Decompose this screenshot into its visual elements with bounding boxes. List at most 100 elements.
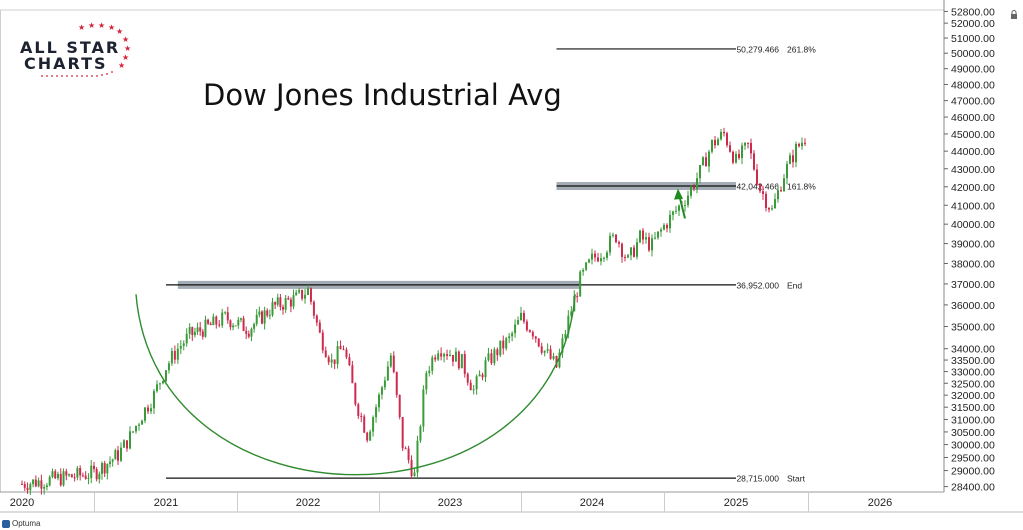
y-tick-label-6: 47000.00	[951, 96, 995, 108]
candle-body	[284, 298, 287, 310]
footer-brand-label: Optuma	[12, 519, 41, 528]
candle-body	[129, 431, 131, 449]
candle-body	[675, 210, 677, 212]
candle-body	[783, 178, 785, 192]
candle-body	[207, 319, 210, 324]
candle-body	[312, 301, 315, 316]
candle-body	[258, 311, 261, 315]
svg-text:★: ★	[108, 23, 115, 32]
candle-body	[292, 295, 295, 307]
candle-body	[630, 247, 632, 256]
x-tick-label-2024: 2024	[580, 497, 604, 509]
candle-body	[594, 253, 596, 258]
y-tick-label-12: 41000.00	[951, 200, 995, 212]
candle-body	[558, 352, 561, 368]
candle-body	[443, 354, 446, 357]
candle-body	[440, 353, 443, 357]
svg-text:★: ★	[122, 53, 129, 62]
y-tick-label-22: 32500.00	[951, 378, 995, 390]
logo-line-2: CHARTS	[24, 54, 108, 73]
candle-body	[295, 292, 298, 296]
candle-body	[678, 205, 680, 211]
candle-body	[451, 354, 454, 362]
candle-body	[398, 394, 401, 418]
candle-body	[654, 237, 656, 239]
candle-body	[612, 234, 614, 236]
y-tick-label-10: 43000.00	[951, 164, 995, 176]
candle-body	[79, 468, 82, 476]
candle-body	[383, 380, 386, 388]
candle-body	[229, 320, 232, 328]
candle-body	[582, 269, 585, 272]
candle-body	[606, 252, 608, 258]
candle-body	[717, 139, 719, 146]
candle-body	[375, 407, 378, 418]
candle-body	[768, 208, 770, 210]
candle-body	[726, 133, 728, 146]
candle-body	[478, 374, 481, 377]
candle-body	[771, 208, 773, 210]
candle-body	[153, 391, 155, 409]
candle-body	[496, 349, 499, 356]
candle-body	[627, 255, 629, 258]
candle-body	[472, 389, 475, 391]
candle-body	[234, 325, 237, 327]
candle-body	[167, 363, 170, 371]
svg-text:★: ★	[118, 61, 125, 70]
candle-body	[741, 145, 743, 159]
y-tick-label-26: 30500.00	[951, 427, 995, 439]
candle-body	[711, 139, 713, 152]
candle-body	[111, 459, 114, 462]
candle-body	[642, 230, 644, 240]
candle-body	[753, 153, 755, 170]
logo-line-1: ALL STAR	[20, 38, 121, 57]
candle-body	[431, 357, 434, 371]
svg-text:★: ★	[116, 27, 123, 36]
candle-body	[165, 370, 167, 381]
candle-body	[525, 321, 528, 331]
y-tick-label-28: 29500.00	[951, 452, 995, 464]
candle-body	[505, 338, 508, 349]
candle-body	[263, 310, 266, 324]
candle-body	[378, 394, 380, 408]
candle-body	[170, 350, 173, 364]
y-tick-label-16: 37000.00	[951, 279, 995, 291]
candle-body	[389, 355, 392, 367]
candle-body	[237, 319, 240, 326]
candle-body	[204, 319, 207, 337]
y-tick-label-24: 31500.00	[951, 402, 995, 414]
candle-body	[315, 315, 318, 323]
candle-body	[318, 322, 321, 333]
candle-body	[765, 193, 767, 209]
candle-body	[600, 258, 602, 262]
candle-body	[282, 306, 285, 310]
candle-body	[333, 359, 336, 364]
candle-body	[693, 186, 695, 189]
candle-body	[425, 373, 428, 390]
candle-body	[615, 234, 617, 243]
candle-body	[84, 475, 87, 479]
lock-icon[interactable]	[1010, 10, 1018, 19]
candle-body	[95, 469, 98, 480]
candle-body	[271, 302, 274, 316]
candle-body	[268, 315, 271, 317]
candle-body	[345, 349, 348, 358]
level-value-0: 50,279.466	[736, 44, 779, 54]
level-tag-2: End	[787, 280, 802, 290]
y-tick-label-4: 49000.00	[951, 64, 995, 76]
candle-body	[87, 477, 90, 479]
candle-body	[98, 473, 101, 480]
candle-body	[517, 320, 520, 325]
candle-body	[460, 353, 463, 369]
candle-body	[618, 242, 620, 244]
candle-body	[301, 289, 304, 299]
candle-body	[564, 333, 567, 339]
candle-body	[81, 475, 84, 477]
candle-body	[159, 383, 161, 385]
candle-body	[182, 343, 185, 347]
candle-body	[179, 346, 182, 349]
candle-body	[330, 359, 333, 363]
candle-body	[684, 205, 686, 207]
candle-body	[636, 242, 638, 257]
candle-body	[416, 440, 419, 473]
